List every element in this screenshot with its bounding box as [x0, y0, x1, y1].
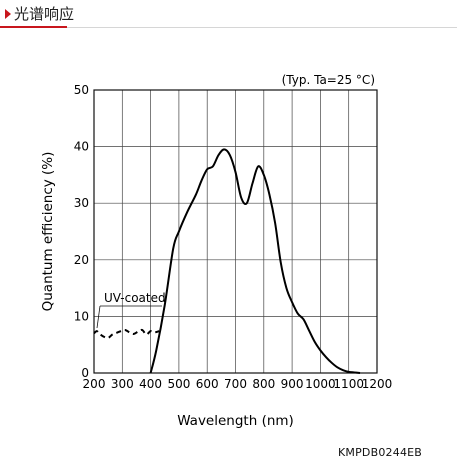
- plot-border: [93, 89, 378, 374]
- y-tick-label-30: 30: [74, 196, 89, 210]
- data-series: [93, 148, 361, 374]
- x-tick-label-500: 500: [167, 377, 190, 391]
- x-tick-label-800: 800: [252, 377, 275, 391]
- section-header: 光谱响应: [0, 0, 457, 30]
- y-tick-label-40: 40: [74, 140, 89, 154]
- series-label-uv-coated: UV-coated: [104, 291, 166, 305]
- y-tick-label-20: 20: [74, 253, 89, 267]
- chart-annotation: (Typ. Ta=25 °C): [282, 73, 375, 87]
- header-divider: [67, 27, 457, 28]
- x-tick-label-200: 200: [83, 377, 106, 391]
- x-tick-label-300: 300: [111, 377, 134, 391]
- plot-frame: [93, 89, 378, 374]
- x-tick-label-1200: 1200: [362, 377, 393, 391]
- series-label-group: UV-coated: [96, 291, 166, 329]
- x-tick-label-1000: 1000: [305, 377, 336, 391]
- series-line-main: [149, 148, 361, 374]
- x-axis-title: Wavelength (nm): [177, 413, 294, 429]
- y-tick-labels: 0 10 20 30 40 50: [74, 83, 89, 380]
- section-title: 光谱响应: [14, 5, 75, 23]
- x-tick-label-400: 400: [139, 377, 162, 391]
- grid-lines: [94, 90, 377, 373]
- y-axis-title: Quantum efficiency (%): [40, 152, 56, 312]
- y-tick-label-50: 50: [74, 83, 89, 97]
- figure-code: KMPDB0244EB: [338, 446, 423, 459]
- series-label-leader: [96, 305, 101, 329]
- x-tick-label-1100: 1100: [333, 377, 364, 391]
- x-tick-label-900: 900: [281, 377, 304, 391]
- series-line-uv-coated: [93, 328, 160, 339]
- y-tick-label-10: 10: [74, 309, 89, 323]
- x-tick-label-700: 700: [224, 377, 247, 391]
- header-accent-rule: [0, 26, 67, 28]
- y-tick-label-0: 0: [81, 366, 89, 380]
- triangle-marker-icon: [5, 9, 11, 19]
- x-tick-label-600: 600: [196, 377, 219, 391]
